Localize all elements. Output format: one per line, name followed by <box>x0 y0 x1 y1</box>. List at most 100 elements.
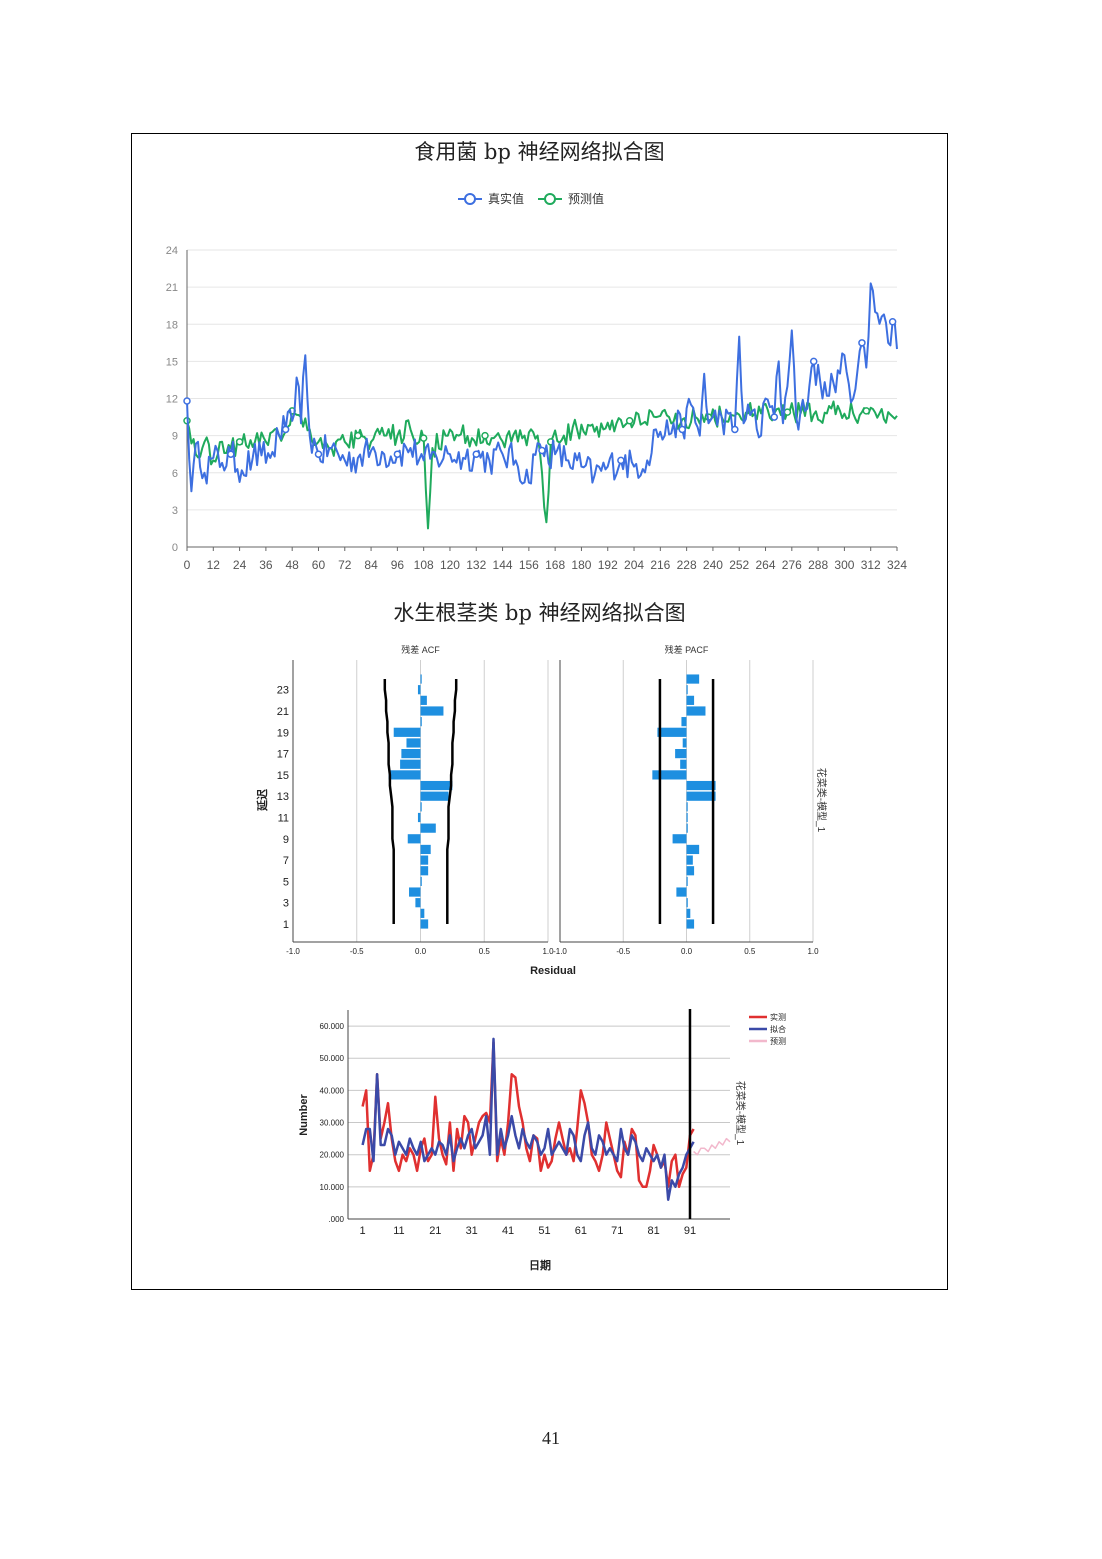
legend-marker-1 <box>544 193 556 205</box>
chart2-side-label: 花菜类-模型_1 <box>815 768 828 833</box>
legend-label-0: 真实值 <box>488 191 524 206</box>
chart3-x-tick-label: 51 <box>538 1225 550 1237</box>
legend-label-1: 预测值 <box>568 191 604 206</box>
chart1-x-tick-label: 324 <box>887 558 907 572</box>
chart1-series-line-1 <box>186 400 898 530</box>
chart2-bar <box>652 770 687 780</box>
chart3-y-tick-label: .000 <box>328 1215 344 1224</box>
chart1-point-1 <box>235 438 244 446</box>
chart3-body: .000 10.000 20.000 30.000 40.000 50.000 60.000… <box>298 1009 786 1272</box>
chart1-x-tick-label: 36 <box>259 558 273 572</box>
chart1-point-0 <box>858 339 866 347</box>
chart2-x-tick-label: 0.5 <box>744 947 756 956</box>
chart2-bar <box>686 812 688 823</box>
chart1-point-0 <box>281 425 290 434</box>
chart2-x-tick-label: 0.0 <box>415 947 427 956</box>
chart3-series-line-2 <box>693 1137 731 1156</box>
chart3-x-tick-label: 71 <box>611 1225 623 1237</box>
chart1-point-1 <box>419 434 428 442</box>
chart3-y-axis-label: Number <box>298 1094 310 1136</box>
chart1-point-0 <box>731 425 739 434</box>
chart2-bar <box>676 887 687 897</box>
chart2-y-tick-label: 1 <box>283 919 289 931</box>
chart2-y-tick-label: 5 <box>283 876 289 888</box>
chart1-x-tick-label: 276 <box>782 558 802 572</box>
chart1-point-0 <box>538 446 546 455</box>
chart2-y-tick-label: 17 <box>277 749 289 761</box>
chart2-bar <box>686 695 695 705</box>
chart2-bar <box>420 908 425 918</box>
chart1-series-line-0 <box>186 282 898 493</box>
chart3-series-line-1 <box>361 1037 695 1201</box>
chart1-x-tick-label: 264 <box>756 558 776 572</box>
chart2-x-tick-label: 0.0 <box>681 947 693 956</box>
chart1-series <box>183 282 898 530</box>
chart2-bar <box>393 727 421 737</box>
chart2-bar <box>686 908 691 918</box>
chart2-bar <box>686 855 693 865</box>
chart3-x-tick-label: 61 <box>575 1225 587 1237</box>
chart1-y-tick-label: 21 <box>166 282 178 294</box>
chart2-y-tick-label: 23 <box>277 685 289 697</box>
chart2-bar <box>686 674 700 684</box>
chart1-point-0 <box>617 456 625 465</box>
chart2-bar <box>686 706 706 716</box>
chart3-legend-label-0: 实测 <box>770 1012 786 1022</box>
chart2-y-tick-label: 15 <box>277 770 289 782</box>
chart1-x-tick-label: 108 <box>414 558 434 572</box>
chart3-x-axis-label: 日期 <box>529 1258 551 1272</box>
chart2-bar <box>420 706 444 716</box>
chart2-bar <box>420 780 453 791</box>
chart1-point-1 <box>481 431 489 440</box>
chart2-y-tick-label: 19 <box>277 727 289 739</box>
chart1-point-0 <box>227 450 235 458</box>
chart2-bar <box>686 685 688 695</box>
chart1-point-1 <box>354 431 362 440</box>
chart1-x-tick-label: 144 <box>493 558 513 572</box>
chart2-x-tick-label: 1.0 <box>542 947 554 956</box>
chart2-ci-upper <box>446 679 458 924</box>
chart1-y-tick-label: 3 <box>172 505 178 517</box>
chart1-x-tick-label: 168 <box>545 558 565 572</box>
chart2-x-tick-label: -0.5 <box>350 947 364 956</box>
chart2-x-tick-label: -1.0 <box>553 947 567 956</box>
chart1-y-tick-label: 15 <box>166 356 178 368</box>
chart1-point-0 <box>314 450 323 458</box>
chart3-y-tick-label: 30.000 <box>320 1119 345 1128</box>
chart2-x-tick-label: -0.5 <box>616 947 630 956</box>
chart2-bar <box>388 770 421 780</box>
chart2-bar <box>686 919 695 929</box>
chart2-bar <box>420 802 422 812</box>
chart2-bar <box>415 898 421 908</box>
chart2-y-axis-label: 延迟 <box>255 789 269 812</box>
chart1-point-0 <box>678 425 686 434</box>
chart2-panels: 1357911131517192123延迟Residual花菜类-模型_1残差 … <box>255 644 828 977</box>
chart1-point-1 <box>625 417 634 425</box>
chart3-y-tick-label: 20.000 <box>320 1151 345 1160</box>
chart2-x-axis-label: Residual <box>530 965 576 977</box>
chart3-x-tick-label: 91 <box>684 1225 696 1237</box>
chart2-panel-title-0: 残差 ACF <box>401 644 440 655</box>
chart3-y-tick-label: 60.000 <box>320 1022 345 1031</box>
chart1-x-tick-label: 240 <box>703 558 723 572</box>
legend-marker-0 <box>464 193 476 205</box>
chart2-bar <box>406 738 421 748</box>
chart1-x-tick-label: 0 <box>184 558 191 572</box>
chart2-bar <box>686 823 688 833</box>
chart2-bar <box>420 919 429 929</box>
chart1-y-tick-label: 18 <box>166 319 178 331</box>
chart1-point-0 <box>472 450 481 458</box>
chart1-y-tick-labels: 0 3 6 9 12 15 18 21 24 <box>166 245 178 554</box>
chart2-bar <box>409 887 421 897</box>
chart1-x-tick-label: 216 <box>650 558 670 572</box>
chart2-bar <box>420 695 427 705</box>
chart1-x-tick-label: 156 <box>519 558 539 572</box>
chart1-y-tick-label: 12 <box>166 394 178 406</box>
chart1-x-tick-label: 24 <box>233 558 247 572</box>
chart2-x-tick-label: 1.0 <box>807 947 819 956</box>
chart2-bar <box>420 823 436 833</box>
chart1-x-tick-label: 60 <box>312 558 326 572</box>
chart2-title: 水生根茎类 bp 神经网络拟合图 <box>393 601 686 625</box>
chart2-bar <box>680 759 687 769</box>
